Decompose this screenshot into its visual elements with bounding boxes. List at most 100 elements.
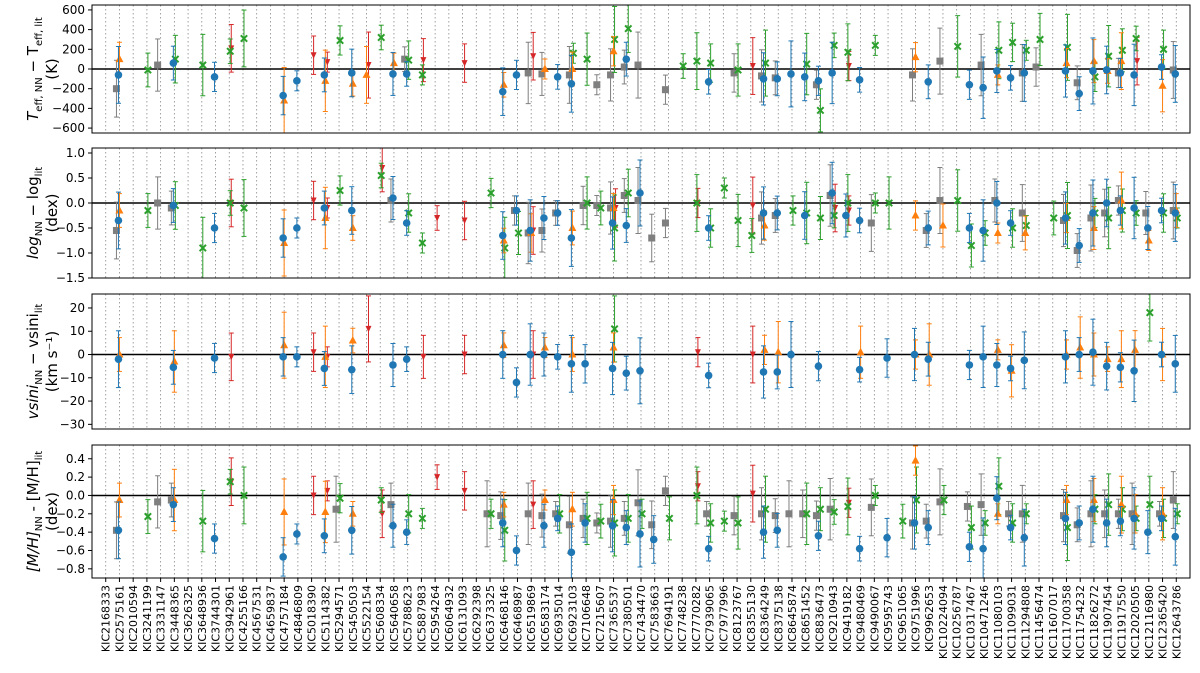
data-point bbox=[240, 466, 248, 525]
marker-circle bbox=[979, 83, 987, 92]
marker-circle bbox=[608, 364, 617, 373]
ylabel-sub: eff, NN bbox=[34, 77, 45, 111]
data-point bbox=[692, 32, 701, 91]
marker-triangle-up bbox=[499, 80, 508, 88]
marker-circle bbox=[347, 526, 356, 535]
marker-triangle-up bbox=[115, 54, 124, 63]
data-point bbox=[512, 195, 521, 226]
marker-x bbox=[816, 106, 825, 115]
marker-circle bbox=[814, 362, 823, 370]
data-point bbox=[336, 175, 344, 206]
data-point bbox=[979, 199, 987, 262]
data-point bbox=[1116, 506, 1125, 537]
data-point bbox=[979, 325, 987, 389]
y-tick-label: −0.2 bbox=[56, 507, 85, 521]
marker-circle bbox=[773, 368, 782, 376]
x-tick-label: KIC7977996 bbox=[717, 585, 730, 652]
marker-circle bbox=[1157, 206, 1166, 215]
marker-triangle-up bbox=[1117, 354, 1126, 363]
data-point bbox=[143, 499, 152, 534]
marker-circle bbox=[347, 69, 356, 77]
data-point bbox=[704, 362, 713, 389]
marker-circle bbox=[1171, 360, 1180, 368]
marker-circle bbox=[993, 199, 1001, 207]
data-point bbox=[320, 518, 329, 554]
data-point bbox=[540, 196, 548, 240]
x-tick-label: KIC7770282 bbox=[690, 585, 703, 652]
marker-square bbox=[648, 234, 656, 242]
x-tick-label: KIC10471246 bbox=[978, 585, 991, 659]
marker-triangle-up bbox=[348, 79, 357, 87]
marker-square bbox=[620, 63, 628, 71]
marker-circle bbox=[1171, 209, 1180, 217]
data-point bbox=[704, 69, 713, 95]
data-point bbox=[787, 40, 795, 108]
marker-triangle-up bbox=[609, 343, 618, 351]
data-point bbox=[649, 515, 658, 564]
data-point bbox=[514, 211, 523, 255]
marker-circle bbox=[636, 367, 644, 375]
data-point bbox=[1171, 334, 1180, 393]
data-point bbox=[638, 498, 646, 529]
data-point bbox=[1018, 184, 1026, 242]
data-point bbox=[579, 185, 587, 226]
marker-circle bbox=[526, 226, 534, 235]
marker-circle bbox=[512, 378, 521, 387]
data-point bbox=[579, 498, 587, 539]
marker-circle bbox=[1116, 517, 1125, 525]
marker-x bbox=[514, 229, 523, 237]
x-tick-label: KIC5887983 bbox=[415, 585, 428, 652]
marker-x bbox=[377, 171, 386, 180]
marker-triangle-up bbox=[1158, 81, 1167, 89]
data-point bbox=[418, 232, 427, 254]
data-point bbox=[226, 468, 235, 495]
marker-tri-down bbox=[310, 349, 317, 356]
data-point bbox=[965, 531, 974, 562]
data-point bbox=[1157, 505, 1166, 532]
marker-circle bbox=[1130, 367, 1138, 375]
data-point bbox=[993, 222, 1002, 244]
marker-circle bbox=[1075, 241, 1083, 250]
data-point bbox=[593, 512, 601, 534]
ylabel-mid: − vsini bbox=[24, 313, 42, 370]
data-point bbox=[1102, 178, 1111, 228]
marker-x bbox=[418, 239, 427, 247]
x-tick-label: KIC11917550 bbox=[1115, 585, 1128, 659]
marker-triangle-up bbox=[774, 347, 783, 356]
marker-square bbox=[607, 517, 615, 525]
marker-square bbox=[1169, 66, 1177, 74]
data-point bbox=[279, 218, 287, 258]
marker-triangle-up bbox=[911, 52, 920, 61]
data-point bbox=[1144, 206, 1152, 250]
marker-triangle-up bbox=[1089, 56, 1098, 65]
marker-x bbox=[377, 33, 386, 42]
marker-circle bbox=[169, 363, 178, 372]
marker-square bbox=[1169, 496, 1177, 504]
ylabel-main: vsini bbox=[24, 384, 42, 419]
data-point bbox=[169, 349, 178, 385]
data-point bbox=[843, 477, 852, 536]
marker-circle bbox=[814, 77, 823, 85]
data-point bbox=[377, 24, 386, 51]
marker-circle bbox=[553, 514, 562, 523]
panel-1: 600 400 200 0 −200 −400 −600 Teff, NN − Teff, l… bbox=[24, 3, 1191, 135]
marker-square bbox=[730, 512, 738, 520]
marker-circle bbox=[1171, 532, 1180, 541]
x-tick-label: KIC8645874 bbox=[786, 585, 799, 652]
marker-triangle-up bbox=[1144, 236, 1153, 244]
marker-square bbox=[1101, 209, 1109, 217]
marker-square bbox=[154, 61, 162, 69]
x-tick-label: KIC11456474 bbox=[1033, 585, 1046, 659]
x-tick-label: KIC9595743 bbox=[882, 585, 895, 652]
data-point bbox=[279, 537, 287, 577]
x-tick-label: KIC5608334 bbox=[374, 585, 387, 652]
data-point bbox=[692, 174, 701, 232]
x-tick-label: KIC2168333 bbox=[100, 585, 113, 652]
marker-circle bbox=[293, 224, 301, 232]
marker-square bbox=[812, 81, 820, 89]
series-red bbox=[228, 147, 852, 255]
marker-circle bbox=[979, 353, 987, 361]
x-tick-label: KIC7434470 bbox=[635, 585, 648, 652]
series-orange bbox=[115, 171, 1181, 277]
x-tick-label: KIC6468146 bbox=[498, 585, 511, 652]
